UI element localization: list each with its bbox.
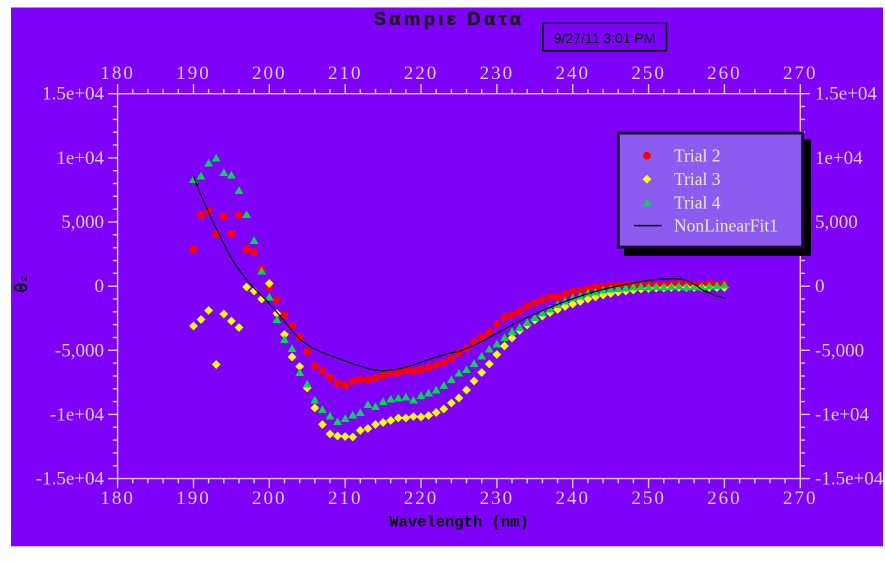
svg-text:190: 190 <box>176 63 211 84</box>
svg-text:240: 240 <box>555 488 590 509</box>
svg-text:-1e+04: -1e+04 <box>815 405 869 426</box>
svg-text:200: 200 <box>252 488 287 509</box>
svg-text:5,000: 5,000 <box>815 212 858 233</box>
svg-text:200: 200 <box>252 63 287 84</box>
svg-text:220: 220 <box>404 488 439 509</box>
svg-text:NonLinearFit1: NonLinearFit1 <box>674 216 778 236</box>
svg-text:1.5e+04: 1.5e+04 <box>815 84 877 105</box>
svg-text:-1e+04: -1e+04 <box>50 405 104 426</box>
svg-text:Wavelength (nm): Wavelength (nm) <box>389 514 529 532</box>
svg-text:Sαmpιε Dατα: Sαmpιε Dατα <box>374 8 525 29</box>
svg-text:250: 250 <box>631 488 666 509</box>
svg-text:180: 180 <box>100 488 135 509</box>
svg-text:Trial 3: Trial 3 <box>674 169 721 189</box>
svg-text:230: 230 <box>480 63 515 84</box>
svg-text:210: 210 <box>328 488 363 509</box>
svg-text:230: 230 <box>480 488 515 509</box>
svg-text:0: 0 <box>815 276 825 297</box>
svg-text:210: 210 <box>328 63 363 84</box>
svg-text:190: 190 <box>176 488 211 509</box>
svg-text:180: 180 <box>100 63 135 84</box>
svg-text:-5,000: -5,000 <box>815 340 864 361</box>
svg-text:9/27/11 3:01 PM: 9/27/11 3:01 PM <box>554 30 656 46</box>
svg-text:1e+04: 1e+04 <box>56 148 104 169</box>
svg-text:2: 2 <box>19 276 29 281</box>
svg-text:-1.5e+04: -1.5e+04 <box>815 469 884 490</box>
svg-text:270: 270 <box>783 488 818 509</box>
svg-text:250: 250 <box>631 63 666 84</box>
svg-text:Trial 4: Trial 4 <box>674 193 721 213</box>
svg-text:0: 0 <box>95 276 105 297</box>
svg-text:Trial 2: Trial 2 <box>674 146 721 166</box>
svg-text:260: 260 <box>707 63 742 84</box>
svg-text:-1.5e+04: -1.5e+04 <box>36 469 105 490</box>
svg-text:1.5e+04: 1.5e+04 <box>42 84 104 105</box>
svg-text:5,000: 5,000 <box>61 212 104 233</box>
svg-text:220: 220 <box>404 63 439 84</box>
svg-text:260: 260 <box>707 488 742 509</box>
svg-text:270: 270 <box>783 63 818 84</box>
svg-text:240: 240 <box>555 63 590 84</box>
svg-text:1e+04: 1e+04 <box>815 148 863 169</box>
svg-text:-5,000: -5,000 <box>55 340 104 361</box>
